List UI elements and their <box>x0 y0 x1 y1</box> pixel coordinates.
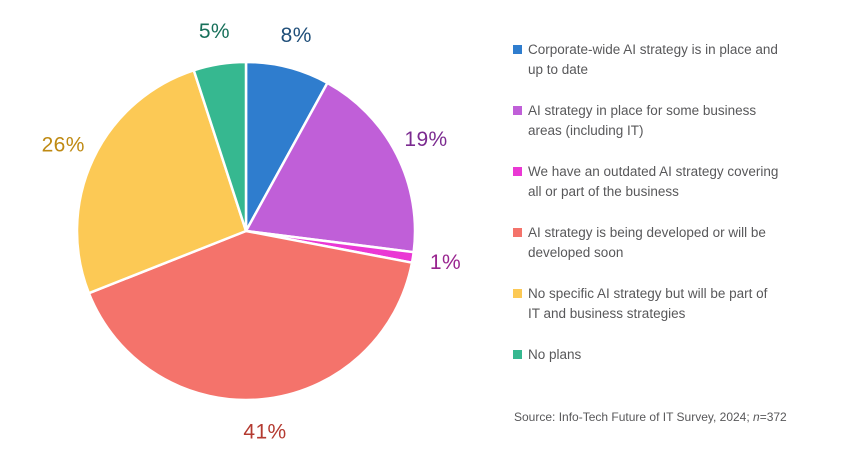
pie-percentage-label: 1% <box>430 251 461 274</box>
pie-percentage-label: 5% <box>199 20 230 43</box>
source-note: Source: Info-Tech Future of IT Survey, 2… <box>514 410 787 424</box>
legend-item: No specific AI strategy but will be part… <box>513 284 838 323</box>
legend: Corporate-wide AI strategy is in place a… <box>513 40 838 387</box>
pie-slice <box>87 229 414 402</box>
source-sample-size: =372 <box>759 410 787 424</box>
pie-percentage-label: 41% <box>243 421 286 444</box>
legend-label: No specific AI strategy but will be part… <box>528 286 768 321</box>
legend-swatch-icon <box>513 45 522 54</box>
legend-swatch-icon <box>513 350 522 359</box>
pie-slice <box>244 81 417 254</box>
legend-item: AI strategy is being developed or will b… <box>513 223 838 262</box>
pie-percentage-label: 26% <box>42 134 85 157</box>
legend-label: AI strategy is being developed or will b… <box>528 225 766 260</box>
legend-item: No plans <box>513 345 838 365</box>
pie-slice <box>75 69 248 295</box>
legend-item: Corporate-wide AI strategy is in place a… <box>513 40 838 79</box>
legend-label: No plans <box>528 347 582 362</box>
legend-swatch-icon <box>513 228 522 237</box>
legend-label: We have an outdated AI strategy covering… <box>528 164 779 199</box>
source-text: Source: Info-Tech Future of IT Survey, 2… <box>514 410 754 424</box>
pie-chart: 8% 19% 1% 41% 26% 5% <box>42 20 461 444</box>
legend-item: AI strategy in place for some business a… <box>513 101 838 140</box>
source-n-italic: n <box>753 410 760 424</box>
legend-label: AI strategy in place for some business a… <box>528 103 757 138</box>
legend-item: We have an outdated AI strategy covering… <box>513 162 838 201</box>
pie-slice <box>192 60 248 233</box>
pie-percentage-label: 8% <box>281 24 312 47</box>
pie-percentage-label: 19% <box>404 128 447 151</box>
legend-label: Corporate-wide AI strategy is in place a… <box>528 42 778 77</box>
legend-swatch-icon <box>513 167 522 176</box>
legend-swatch-icon <box>513 106 522 115</box>
legend-swatch-icon <box>513 289 522 298</box>
